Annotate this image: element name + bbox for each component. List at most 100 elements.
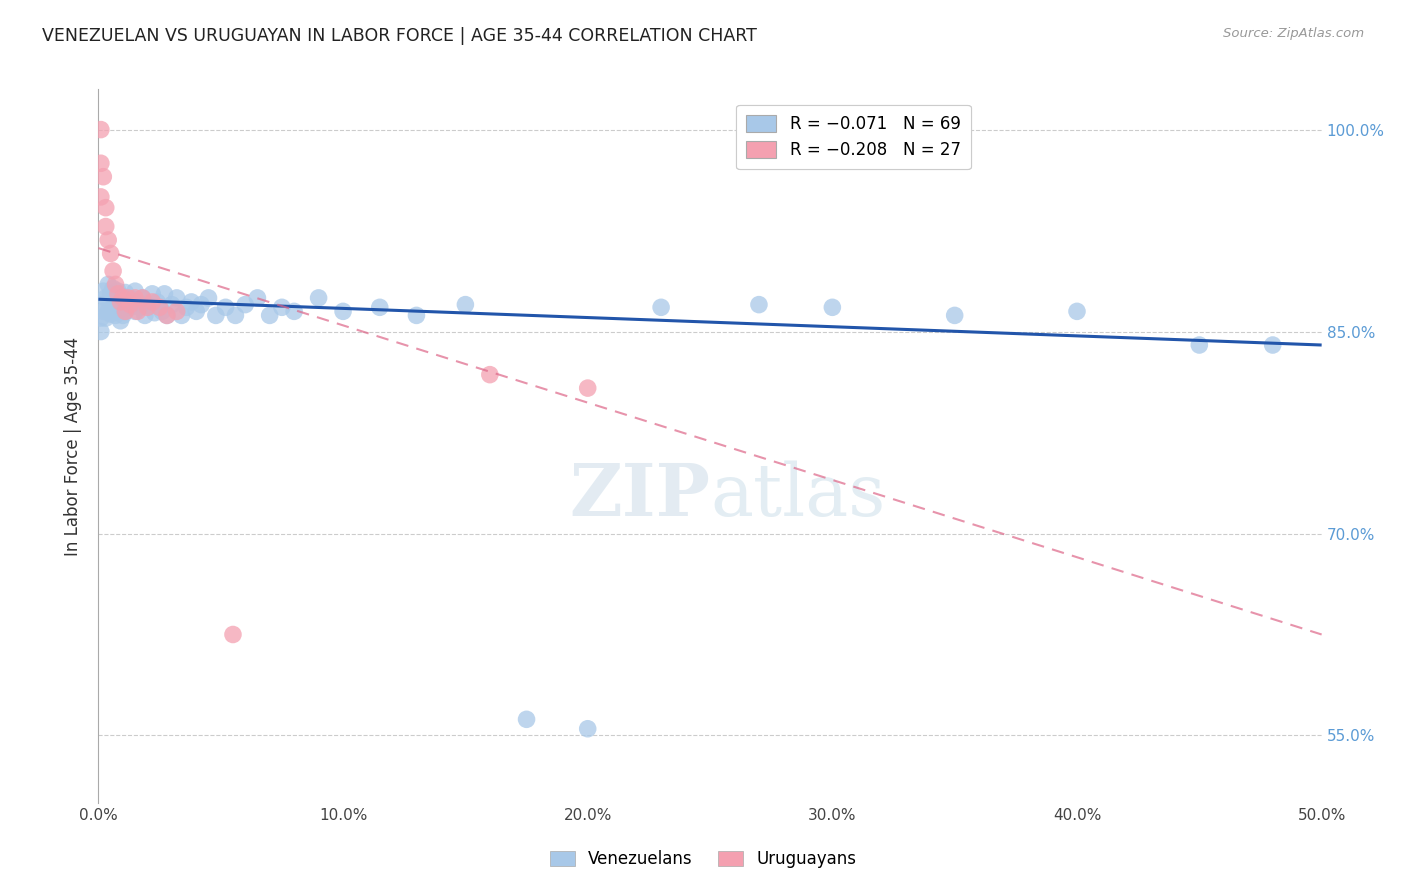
Point [121,292,143,306]
Point [91,169,114,184]
Point [97,304,120,318]
Point [91,304,114,318]
Point [170,309,193,323]
Point [107,304,129,318]
Point [180,294,202,309]
Point [104,291,127,305]
Point [124,284,146,298]
Point [107,284,129,298]
Point [90,156,112,170]
Point [131,291,153,305]
Point [100,246,122,260]
Text: atlas: atlas [710,460,886,532]
Point [114,304,136,318]
Point [246,291,269,305]
Point [101,301,124,315]
Point [94,311,117,326]
Point [90,190,112,204]
Text: Source: ZipAtlas.com: Source: ZipAtlas.com [1223,27,1364,40]
Point [143,306,166,320]
Point [186,304,208,318]
Point [308,291,330,305]
Point [205,309,228,323]
Point [156,309,179,323]
Point [90,122,112,136]
Point [146,294,169,309]
Point [150,304,173,318]
Point [576,381,599,395]
Point [114,304,136,318]
Point [1261,338,1284,352]
Point [90,311,112,326]
Point [94,201,117,215]
Point [111,309,134,323]
Point [94,219,117,234]
Point [214,301,236,315]
Point [90,325,112,339]
Point [222,627,245,641]
Point [110,294,132,309]
Point [120,298,142,312]
Point [117,291,139,305]
Point [190,298,212,312]
Point [117,294,139,309]
Point [129,301,152,315]
Point [124,291,146,305]
Point [259,309,281,323]
Text: VENEZUELAN VS URUGUAYAN IN LABOR FORCE | AGE 35-44 CORRELATION CHART: VENEZUELAN VS URUGUAYAN IN LABOR FORCE |… [42,27,756,45]
Point [141,286,163,301]
Point [131,291,153,305]
Point [332,304,354,318]
Point [90,298,112,312]
Point [405,309,427,323]
Point [97,277,120,292]
Point [576,722,599,736]
Point [478,368,501,382]
Point [176,301,198,315]
Point [94,291,117,305]
Point [141,294,163,309]
Point [127,294,149,309]
Point [821,301,844,315]
Point [136,298,159,312]
Y-axis label: In Labor Force | Age 35-44: In Labor Force | Age 35-44 [65,336,83,556]
Text: ZIP: ZIP [569,460,710,532]
Point [283,304,305,318]
Point [748,298,770,312]
Point [160,298,183,312]
Point [136,301,159,315]
Point [149,301,172,315]
Point [134,309,156,323]
Point [101,281,124,295]
Point [100,286,122,301]
Point [166,291,188,305]
Point [943,309,966,323]
Legend: R = −0.071   N = 69, R = −0.208   N = 27: R = −0.071 N = 69, R = −0.208 N = 27 [737,104,970,169]
Point [156,309,179,323]
Point [91,284,114,298]
Point [197,291,219,305]
Point [368,301,391,315]
Point [111,289,134,303]
Point [101,264,124,278]
Legend: Venezuelans, Uruguayans: Venezuelans, Uruguayans [543,844,863,875]
Point [107,286,129,301]
Point [224,309,246,323]
Point [104,277,127,292]
Point [233,298,256,312]
Point [114,285,136,300]
Point [110,314,132,328]
Point [97,233,120,247]
Point [650,301,672,315]
Point [100,307,122,321]
Point [153,286,176,301]
Point [166,304,188,318]
Point [1188,338,1211,352]
Point [110,294,132,309]
Point [124,304,146,318]
Point [515,712,537,726]
Point [127,304,149,318]
Point [270,301,294,315]
Point [454,298,477,312]
Point [104,309,127,323]
